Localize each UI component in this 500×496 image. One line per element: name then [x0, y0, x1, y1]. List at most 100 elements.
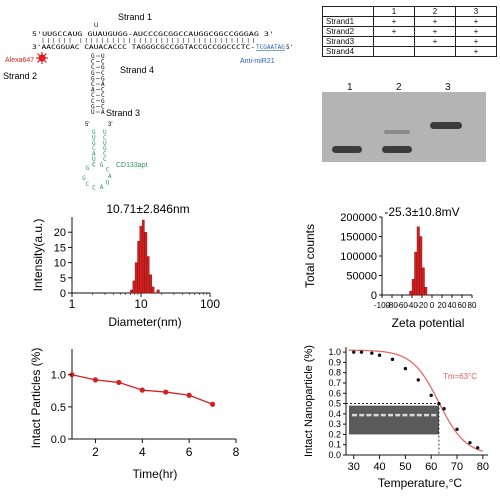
fit-curve: [348, 349, 484, 452]
data-point: [377, 353, 382, 357]
gel-lane-label: 3: [445, 82, 451, 93]
row-label: Strand3: [322, 36, 374, 47]
aptamer-base-right: C: [103, 134, 107, 141]
gel-image: [322, 92, 486, 162]
x-tick-label: 80: [468, 301, 477, 310]
stem-base-right: G: [101, 64, 105, 71]
histogram-bar: [414, 251, 418, 296]
data-point: [163, 389, 169, 395]
x-axis-label: Temperature,°C: [378, 476, 462, 490]
aptamer-loop-base: U: [106, 180, 110, 187]
y-tick-label: 10: [54, 258, 66, 270]
stem-base-left: C: [91, 81, 95, 88]
base-pair-ticks: [42, 38, 254, 43]
anti-mir-label: Anti-miR21: [240, 58, 275, 65]
aptamer-base-right: U: [103, 129, 107, 136]
assembly-table: 1 2 3 Strand1 + + + Strand2 + + + Strand…: [322, 6, 497, 57]
aptamer-base-left: G: [92, 140, 96, 147]
inset-gel-band: [359, 413, 365, 417]
stem-base-left: C: [91, 98, 95, 105]
table-header-row: 1 2 3: [322, 6, 497, 17]
y-tick-label: 0: [60, 288, 66, 300]
histogram-bar: [137, 241, 140, 294]
data-point: [468, 440, 472, 445]
y-tick-label: 0.3: [328, 419, 341, 429]
y-tick-label: 0.4: [328, 409, 341, 419]
five-prime-label: 5': [85, 122, 89, 128]
table-header-cell: [322, 6, 374, 17]
inset-gel-band: [424, 413, 429, 417]
data-point: [209, 401, 216, 407]
x-tick-label: -40: [406, 301, 418, 310]
aptamer-loop-base: C: [86, 181, 90, 188]
histogram-bar: [156, 289, 160, 294]
stem-base-left: A: [91, 87, 95, 94]
stem-base-right: C: [101, 92, 105, 99]
data-point: [429, 393, 433, 398]
y-tick-label: 100000: [340, 251, 377, 263]
y-tick-label: 200000: [340, 212, 377, 224]
y-tick-label: 1.0: [51, 370, 66, 382]
inset-gel-band: [409, 413, 415, 417]
bottom-sequence: 3'AACGGUAC CAUACACCC TAGGGCGCCGGTACCGCCG…: [32, 44, 255, 51]
x-axis-label: Diameter(nm): [108, 315, 181, 329]
x-tick-label: 80: [477, 461, 489, 473]
histogram-bar: [134, 262, 138, 294]
chart-title: 10.71±2.846nm: [106, 202, 189, 216]
y-tick-label: 0.1: [328, 440, 341, 450]
aptamer-loop-base: A: [100, 184, 104, 191]
histogram-bar: [151, 286, 155, 294]
histogram-bar: [419, 236, 423, 296]
x-tick-label: 40: [373, 461, 385, 473]
histogram-bar: [132, 280, 136, 294]
histogram-bar: [424, 286, 428, 296]
y-tick-label: 0.5: [328, 399, 341, 409]
y-tick-label: 0.0: [51, 434, 66, 446]
y-tick-label: 5: [60, 273, 66, 285]
zeta-potential-chart: -100-80-60-40-20 0 20 40 60 80050000100000150…: [303, 205, 477, 330]
table-row: Strand1 + + +: [322, 16, 497, 27]
x-tick-label: 40: [448, 301, 457, 310]
y-tick-label: 150000: [340, 232, 377, 244]
histogram-bar: [421, 267, 425, 296]
x-tick-label: 8: [233, 445, 240, 459]
x-tick-label: 6: [186, 445, 193, 459]
histogram-bar: [411, 279, 415, 296]
inset-gel-band: [416, 413, 422, 417]
histogram-bar: [416, 226, 420, 296]
table-row: Strand2 + + +: [322, 26, 497, 37]
loop-u-label: U: [94, 23, 98, 29]
strand3-label: Strand 3: [106, 108, 140, 118]
x-tick-label: -60: [396, 301, 408, 310]
histogram-bar: [149, 274, 152, 294]
aptamer-base-left: C: [92, 161, 96, 168]
y-tick-label: 0: [371, 290, 377, 302]
stem-base-right: C: [101, 87, 105, 94]
table-header-cell: 3: [455, 6, 497, 17]
histogram-bar: [130, 289, 133, 294]
x-axis-label: Zeta potential: [392, 316, 465, 330]
aptamer-loop-base: C: [106, 166, 110, 173]
gel-band: [382, 146, 412, 153]
inset-gel-band: [388, 413, 393, 417]
table-cell: [373, 46, 415, 57]
table-cell: +: [414, 26, 456, 37]
aptamer-loop-base: G: [86, 165, 90, 172]
stem-base-right: C: [101, 103, 105, 110]
histogram-bar: [144, 232, 148, 294]
stem-base-right: A: [101, 109, 105, 116]
y-tick-label: 20: [54, 227, 66, 239]
table-cell: [373, 36, 415, 47]
aptamer-base-left: G: [92, 129, 96, 136]
histogram-bar: [409, 290, 413, 296]
table-row: Strand3 + +: [322, 36, 497, 47]
data-point: [455, 427, 459, 431]
aptamer-base-right: G: [103, 145, 107, 152]
inset-gel-band: [373, 413, 379, 417]
structure-diagram: Strand 1 U 5'UUGCCAUG GUAUGUGG-AUCCCGCGG…: [3, 12, 293, 191]
stability-time-chart: 2 4 6 8 0.0 0.5 1.0 Time(hr) Intact Particles (%…: [29, 348, 240, 481]
histogram-bar: [141, 219, 145, 294]
stem-base-left: C: [91, 92, 95, 99]
